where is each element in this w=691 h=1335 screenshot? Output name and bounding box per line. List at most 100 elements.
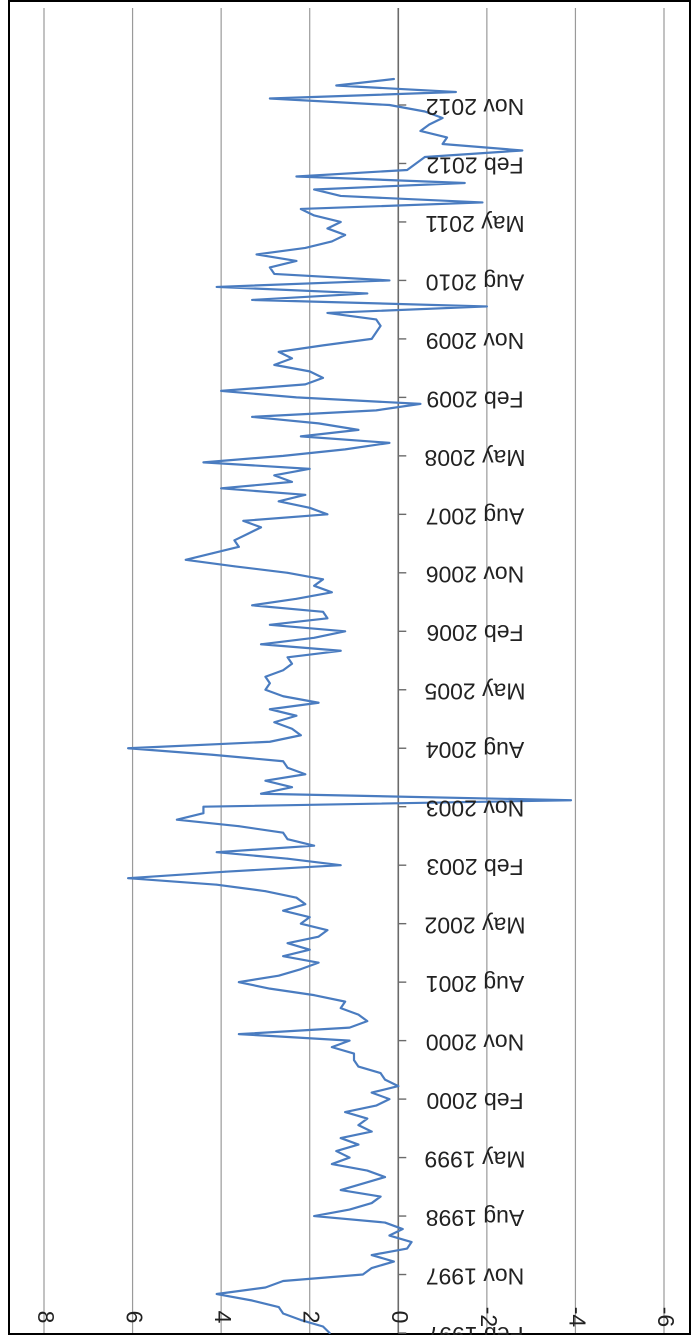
data-point (330, 591, 333, 594)
data-point (291, 662, 293, 665)
data-point (202, 805, 205, 808)
data-point (384, 1221, 386, 1224)
data-point (366, 1169, 369, 1172)
data-point (282, 1312, 285, 1315)
data-point (410, 1241, 413, 1243)
data-point (366, 292, 369, 295)
data-point (304, 247, 307, 249)
data-point (384, 1176, 386, 1178)
y-tick-label: 4 (210, 1311, 236, 1324)
data-point (237, 545, 240, 548)
data-point (291, 786, 293, 789)
data-point (379, 325, 382, 327)
data-point (299, 734, 302, 737)
data-point (357, 1143, 360, 1146)
data-point (392, 78, 395, 80)
data-point (286, 942, 289, 945)
data-point (388, 1234, 391, 1237)
data-point (251, 604, 254, 607)
data-point (224, 870, 227, 873)
data-point (215, 883, 218, 886)
data-point (127, 747, 130, 750)
data-point (282, 760, 285, 763)
data-point (295, 396, 298, 399)
data-point (202, 461, 205, 464)
data-point (485, 305, 488, 308)
data-point (264, 675, 267, 678)
data-point (388, 1098, 391, 1100)
data-point (251, 415, 254, 418)
data-point (344, 630, 347, 633)
data-point (375, 331, 378, 334)
data-point (454, 91, 457, 93)
data-point (237, 825, 240, 828)
data-point (299, 968, 302, 971)
x-tick-label: Nov 2000 (426, 1030, 524, 1056)
data-point (286, 766, 289, 769)
data-point (277, 500, 280, 503)
data-point (277, 1306, 280, 1308)
data-point (215, 1293, 218, 1295)
data-point (441, 117, 444, 119)
data-point (295, 175, 298, 178)
data-point (339, 1189, 342, 1191)
data-point (392, 1260, 395, 1263)
x-tick-label: Feb 2012 (426, 152, 523, 178)
data-point (370, 338, 373, 340)
x-tick-label: Nov 1997 (426, 1263, 524, 1289)
data-point (423, 156, 426, 158)
data-point (366, 1117, 369, 1120)
data-point (419, 130, 422, 132)
data-point (282, 1280, 285, 1282)
data-point (233, 565, 236, 568)
data-point (273, 721, 276, 724)
data-point (348, 1156, 351, 1159)
x-axis (397, 8, 407, 1334)
data-point (344, 448, 347, 451)
data-point (282, 909, 285, 912)
data-point (353, 1059, 355, 1062)
data-point (286, 838, 289, 841)
data-point (317, 422, 320, 425)
data-point (215, 851, 218, 854)
data-point (127, 877, 130, 880)
data-point (366, 1020, 369, 1023)
data-point (388, 279, 391, 282)
data-point (268, 740, 271, 743)
data-point (273, 273, 276, 275)
data-point (379, 1072, 382, 1075)
data-point (304, 903, 307, 906)
data-point (295, 714, 298, 717)
data-point (521, 149, 524, 152)
data-point (291, 480, 293, 483)
data-point (401, 1228, 404, 1230)
data-point (220, 389, 223, 392)
data-point (415, 162, 417, 165)
data-point (268, 97, 271, 100)
y-tick-label: 2 (299, 1311, 325, 1324)
data-point (419, 402, 422, 405)
data-point (242, 519, 245, 522)
data-point (406, 1247, 409, 1250)
data-point (330, 1046, 333, 1049)
data-point (370, 1254, 373, 1256)
x-tick-label: May 2005 (424, 679, 525, 705)
x-tick-label: Feb 2006 (426, 620, 523, 646)
data-point (446, 136, 448, 139)
data-point (330, 240, 333, 243)
data-point (304, 493, 307, 496)
data-point (353, 1052, 355, 1055)
data-point (370, 1091, 373, 1094)
data-point (357, 1065, 360, 1068)
data-point (237, 981, 240, 984)
data-point (268, 266, 271, 269)
data-point (295, 896, 298, 899)
data-point (282, 669, 285, 672)
data-point (313, 994, 316, 997)
data-point (348, 1208, 351, 1211)
x-tick-label: Aug 2004 (426, 737, 525, 763)
data-point (313, 1215, 316, 1217)
data-point (428, 123, 431, 126)
data-point (397, 1085, 400, 1088)
data-point (339, 221, 342, 223)
